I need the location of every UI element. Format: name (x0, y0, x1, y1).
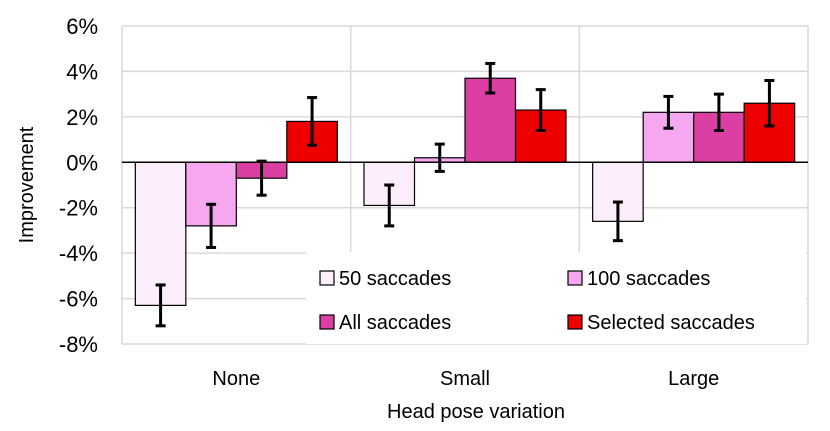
y-tick-label: 0% (66, 150, 98, 175)
legend-swatch (567, 270, 583, 286)
x-tick-label: None (212, 368, 260, 390)
legend: 50 saccades 100 saccades All saccades Selec… (306, 252, 806, 344)
legend-label: All saccades (339, 312, 451, 334)
y-axis-title: Improvement (16, 126, 38, 243)
legend-swatch (319, 314, 335, 330)
legend-label: Selected saccades (587, 312, 755, 334)
x-tick-label: Small (440, 368, 490, 390)
legend-box (306, 252, 806, 344)
error-bars (155, 61, 775, 328)
y-tick-label: 4% (66, 59, 98, 84)
legend-label: 100 saccades (587, 268, 710, 290)
y-tick-label: 2% (66, 105, 98, 130)
y-tick-label: -8% (59, 332, 98, 357)
legend-swatch (319, 270, 335, 286)
x-tick-label: Large (668, 368, 719, 390)
y-tick-label: -6% (59, 287, 98, 312)
x-axis-ticks: None Small Large (212, 368, 719, 390)
bar-marks (134, 77, 796, 306)
y-tick-label: -2% (59, 196, 98, 221)
legend-label: 50 saccades (339, 268, 451, 290)
y-tick-label: -4% (59, 241, 98, 266)
bar-none-0 (134, 161, 187, 306)
y-tick-label: 6% (66, 14, 98, 39)
x-axis-title: Head pose variation (387, 401, 565, 423)
legend-swatch (567, 314, 583, 330)
y-axis-ticks: -8% -6% -4% -2% 0% 2% 4% 6% (59, 14, 98, 357)
